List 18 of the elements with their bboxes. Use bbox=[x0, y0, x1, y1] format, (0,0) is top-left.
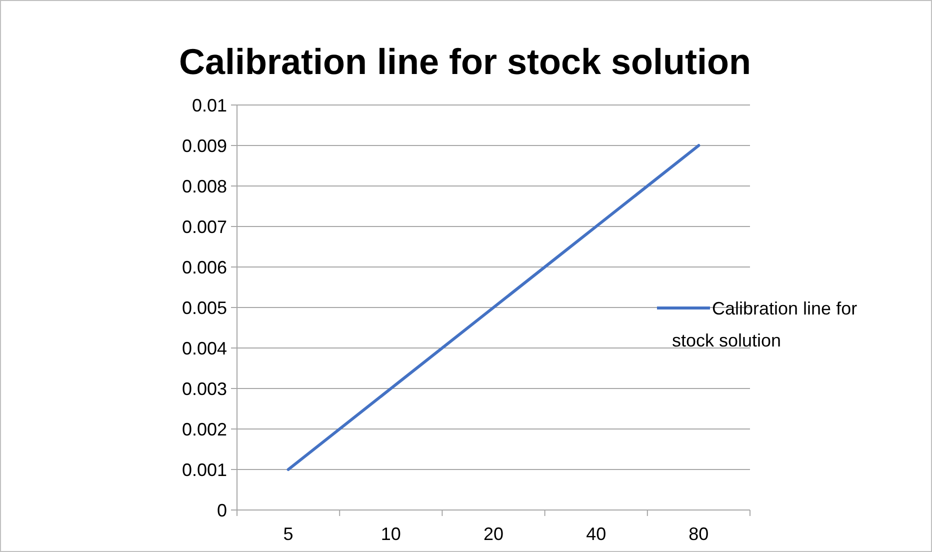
y-tick-label: 0.002 bbox=[182, 419, 227, 440]
y-tick-label: 0.001 bbox=[182, 460, 227, 480]
y-tick-label: 0.009 bbox=[182, 136, 227, 156]
x-tick-label: 80 bbox=[688, 524, 709, 544]
chart-title: Calibration line for stock solution bbox=[178, 41, 752, 82]
x-tick-label: 5 bbox=[283, 524, 294, 544]
x-tick-label: 40 bbox=[586, 524, 606, 544]
legend-label: Calibration line for stock solution bbox=[672, 298, 858, 350]
y-tick-label: 0.006 bbox=[182, 257, 227, 278]
y-tick-label: 0.008 bbox=[182, 176, 227, 196]
y-tick-label: 0.003 bbox=[182, 378, 227, 399]
y-tick-label: 0.005 bbox=[182, 298, 227, 318]
y-tick-label: 0.007 bbox=[182, 216, 227, 237]
y-tick-label: 0 bbox=[216, 500, 227, 520]
y-tick-label: 0.004 bbox=[182, 338, 227, 358]
y-tick-label: 0.01 bbox=[192, 95, 227, 116]
x-tick-label: 20 bbox=[483, 524, 504, 544]
x-tick-label: 10 bbox=[380, 524, 401, 544]
